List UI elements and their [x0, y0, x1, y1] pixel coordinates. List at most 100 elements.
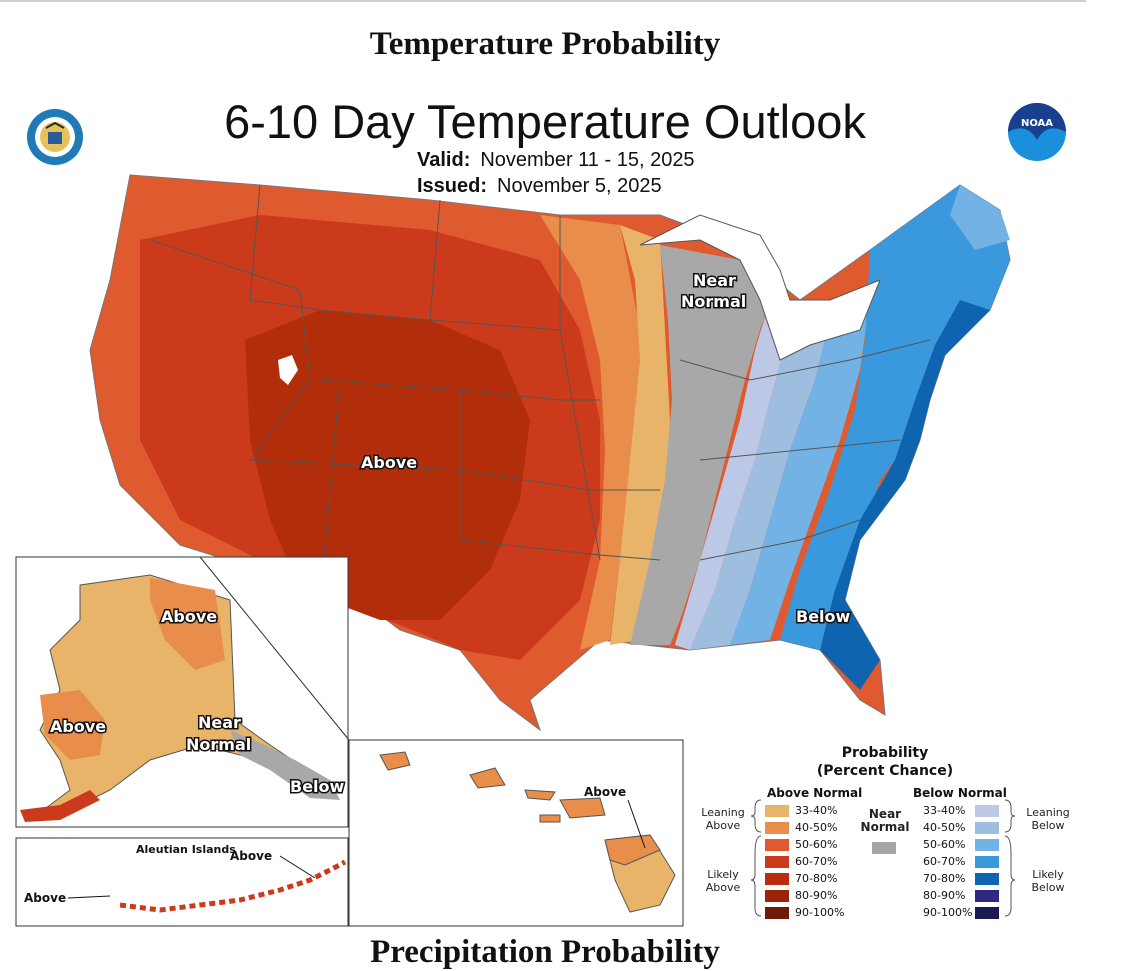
- hawaii-above-label: Above: [584, 785, 626, 799]
- legend-leaning-above: Leaning Above: [695, 806, 751, 832]
- great-lakes: [639, 214, 881, 361]
- legend-below-row: 40-50%: [923, 821, 1013, 835]
- noaa-logo: NOAA: [1008, 103, 1066, 161]
- conus-below-60-70: [780, 185, 1010, 650]
- state-borders: [149, 184, 931, 601]
- legend-below-range: 90-100%: [923, 906, 973, 919]
- legend-above-row: 70-80%: [765, 872, 855, 886]
- legend-likely-above-2: Above: [705, 881, 741, 894]
- legend-above-row: 40-50%: [765, 821, 855, 835]
- legend-above-range: 50-60%: [795, 838, 838, 851]
- legend-title: Probability (Percent Chance): [695, 744, 1075, 780]
- alaska-above-north-label: Above: [161, 607, 217, 626]
- legend-above-swatch: [765, 907, 789, 919]
- valid-dates: Valid: November 11 - 15, 2025: [417, 149, 695, 172]
- alaska-near-label-1: Near: [198, 713, 241, 732]
- legend-likely-below-2: Below: [1031, 881, 1065, 894]
- great-salt-lake: [278, 355, 298, 385]
- legend-leaning-above-1: Leaning: [701, 806, 745, 819]
- legend-likely-below: Likely Below: [1020, 868, 1076, 894]
- legend-likely-above-1: Likely: [707, 868, 739, 881]
- legend-above-row: 50-60%: [765, 838, 855, 852]
- aleutians-inset-frame: [15, 837, 349, 927]
- conus-below-40-50: [690, 320, 830, 650]
- legend-above-range: 60-70%: [795, 855, 838, 868]
- legend-below-swatch: [975, 890, 999, 902]
- legend-below-swatch: [975, 839, 999, 851]
- conus-near-label-1: Near: [693, 271, 736, 290]
- legend-below-range: 80-90%: [923, 889, 966, 902]
- legend-title-line1: Probability: [841, 745, 929, 761]
- legend-above-row: 60-70%: [765, 855, 855, 869]
- legend-leaning-below-1: Leaning: [1026, 806, 1070, 819]
- aleutian-title: Aleutian Islands: [136, 843, 236, 856]
- conus-below-33-40: [675, 300, 790, 650]
- legend-below-row: 80-90%: [923, 889, 1013, 903]
- legend-above-range: 33-40%: [795, 804, 838, 817]
- conus-above-40-50: [540, 215, 640, 650]
- legend-above-range: 80-90%: [795, 889, 838, 902]
- legend-leaning-below-2: Below: [1031, 819, 1065, 832]
- aleutian-pointer-left: [67, 895, 111, 899]
- alaska-above-west-label: Above: [50, 717, 106, 736]
- precipitation-probability-heading: Precipitation Probability: [370, 934, 720, 970]
- conus-above-label: Above: [361, 453, 417, 472]
- legend-leaning-above-2: Above: [705, 819, 741, 832]
- legend-title-line2: (Percent Chance): [816, 763, 954, 779]
- alaska-below-label: Below: [290, 777, 345, 796]
- maine-below-50-60: [950, 185, 1010, 250]
- legend-above-swatch: [765, 805, 789, 817]
- legend-near-line1: Near: [868, 807, 902, 821]
- hawaii-pointer: [627, 799, 646, 849]
- legend-below-row: 50-60%: [923, 838, 1013, 852]
- legend-below-swatch: [975, 805, 999, 817]
- legend-near-swatch: [872, 842, 896, 854]
- aleutian-pointer-right: [279, 855, 316, 879]
- issued-value: November 5, 2025: [497, 175, 662, 197]
- legend-below-header: Below Normal: [913, 786, 1007, 800]
- legend-below-range: 33-40%: [923, 804, 966, 817]
- legend-below-row: 90-100%: [923, 906, 1013, 920]
- legend-below-swatch: [975, 856, 999, 868]
- valid-value: November 11 - 15, 2025: [480, 149, 695, 171]
- conus-below-70-80: [820, 300, 990, 690]
- probability-legend: Probability (Percent Chance) Above Norma…: [695, 744, 1085, 924]
- legend-below-range: 40-50%: [923, 821, 966, 834]
- noaa-text: NOAA: [1021, 118, 1053, 129]
- conus-below-50-60: [730, 300, 870, 645]
- alaska-above-north: [150, 578, 225, 670]
- legend-above-row: 33-40%: [765, 804, 855, 818]
- alaska-above-west: [40, 690, 105, 760]
- legend-above-range: 40-50%: [795, 821, 838, 834]
- legend-above-row: 90-100%: [765, 906, 855, 920]
- legend-below-range: 70-80%: [923, 872, 966, 885]
- conus-near-label-2: Normal: [681, 292, 746, 311]
- aleutian-above-left-label: Above: [24, 891, 66, 905]
- valid-label: Valid:: [417, 149, 471, 171]
- legend-below-row: 60-70%: [923, 855, 1013, 869]
- inset-connector: [199, 556, 350, 741]
- legend-above-header: Above Normal: [767, 786, 863, 800]
- temperature-probability-heading: Temperature Probability: [369, 26, 721, 62]
- legend-above-swatch: [765, 839, 789, 851]
- aleutian-above-right-label: Above: [230, 849, 272, 863]
- legend-above-swatch: [765, 822, 789, 834]
- legend-above-range: 90-100%: [795, 906, 845, 919]
- legend-leaning-below: Leaning Below: [1020, 806, 1076, 832]
- legend-below-swatch: [975, 907, 999, 919]
- alaska-islands: [20, 790, 100, 822]
- legend-above-range: 70-80%: [795, 872, 838, 885]
- conus-below-label: Below: [796, 607, 851, 626]
- legend-below-range: 50-60%: [923, 838, 966, 851]
- conus-above-70-80: [245, 310, 530, 620]
- aleutian-chain: [119, 859, 347, 913]
- alaska-panhandle-gray: [230, 730, 340, 800]
- issued-date: Issued: November 5, 2025: [417, 175, 662, 198]
- legend-below-range: 60-70%: [923, 855, 966, 868]
- legend-below-swatch: [975, 822, 999, 834]
- hawaii-islands: [379, 751, 676, 913]
- legend-near-normal: Near Normal: [855, 808, 915, 834]
- legend-likely-above: Likely Above: [695, 868, 751, 894]
- legend-above-swatch: [765, 856, 789, 868]
